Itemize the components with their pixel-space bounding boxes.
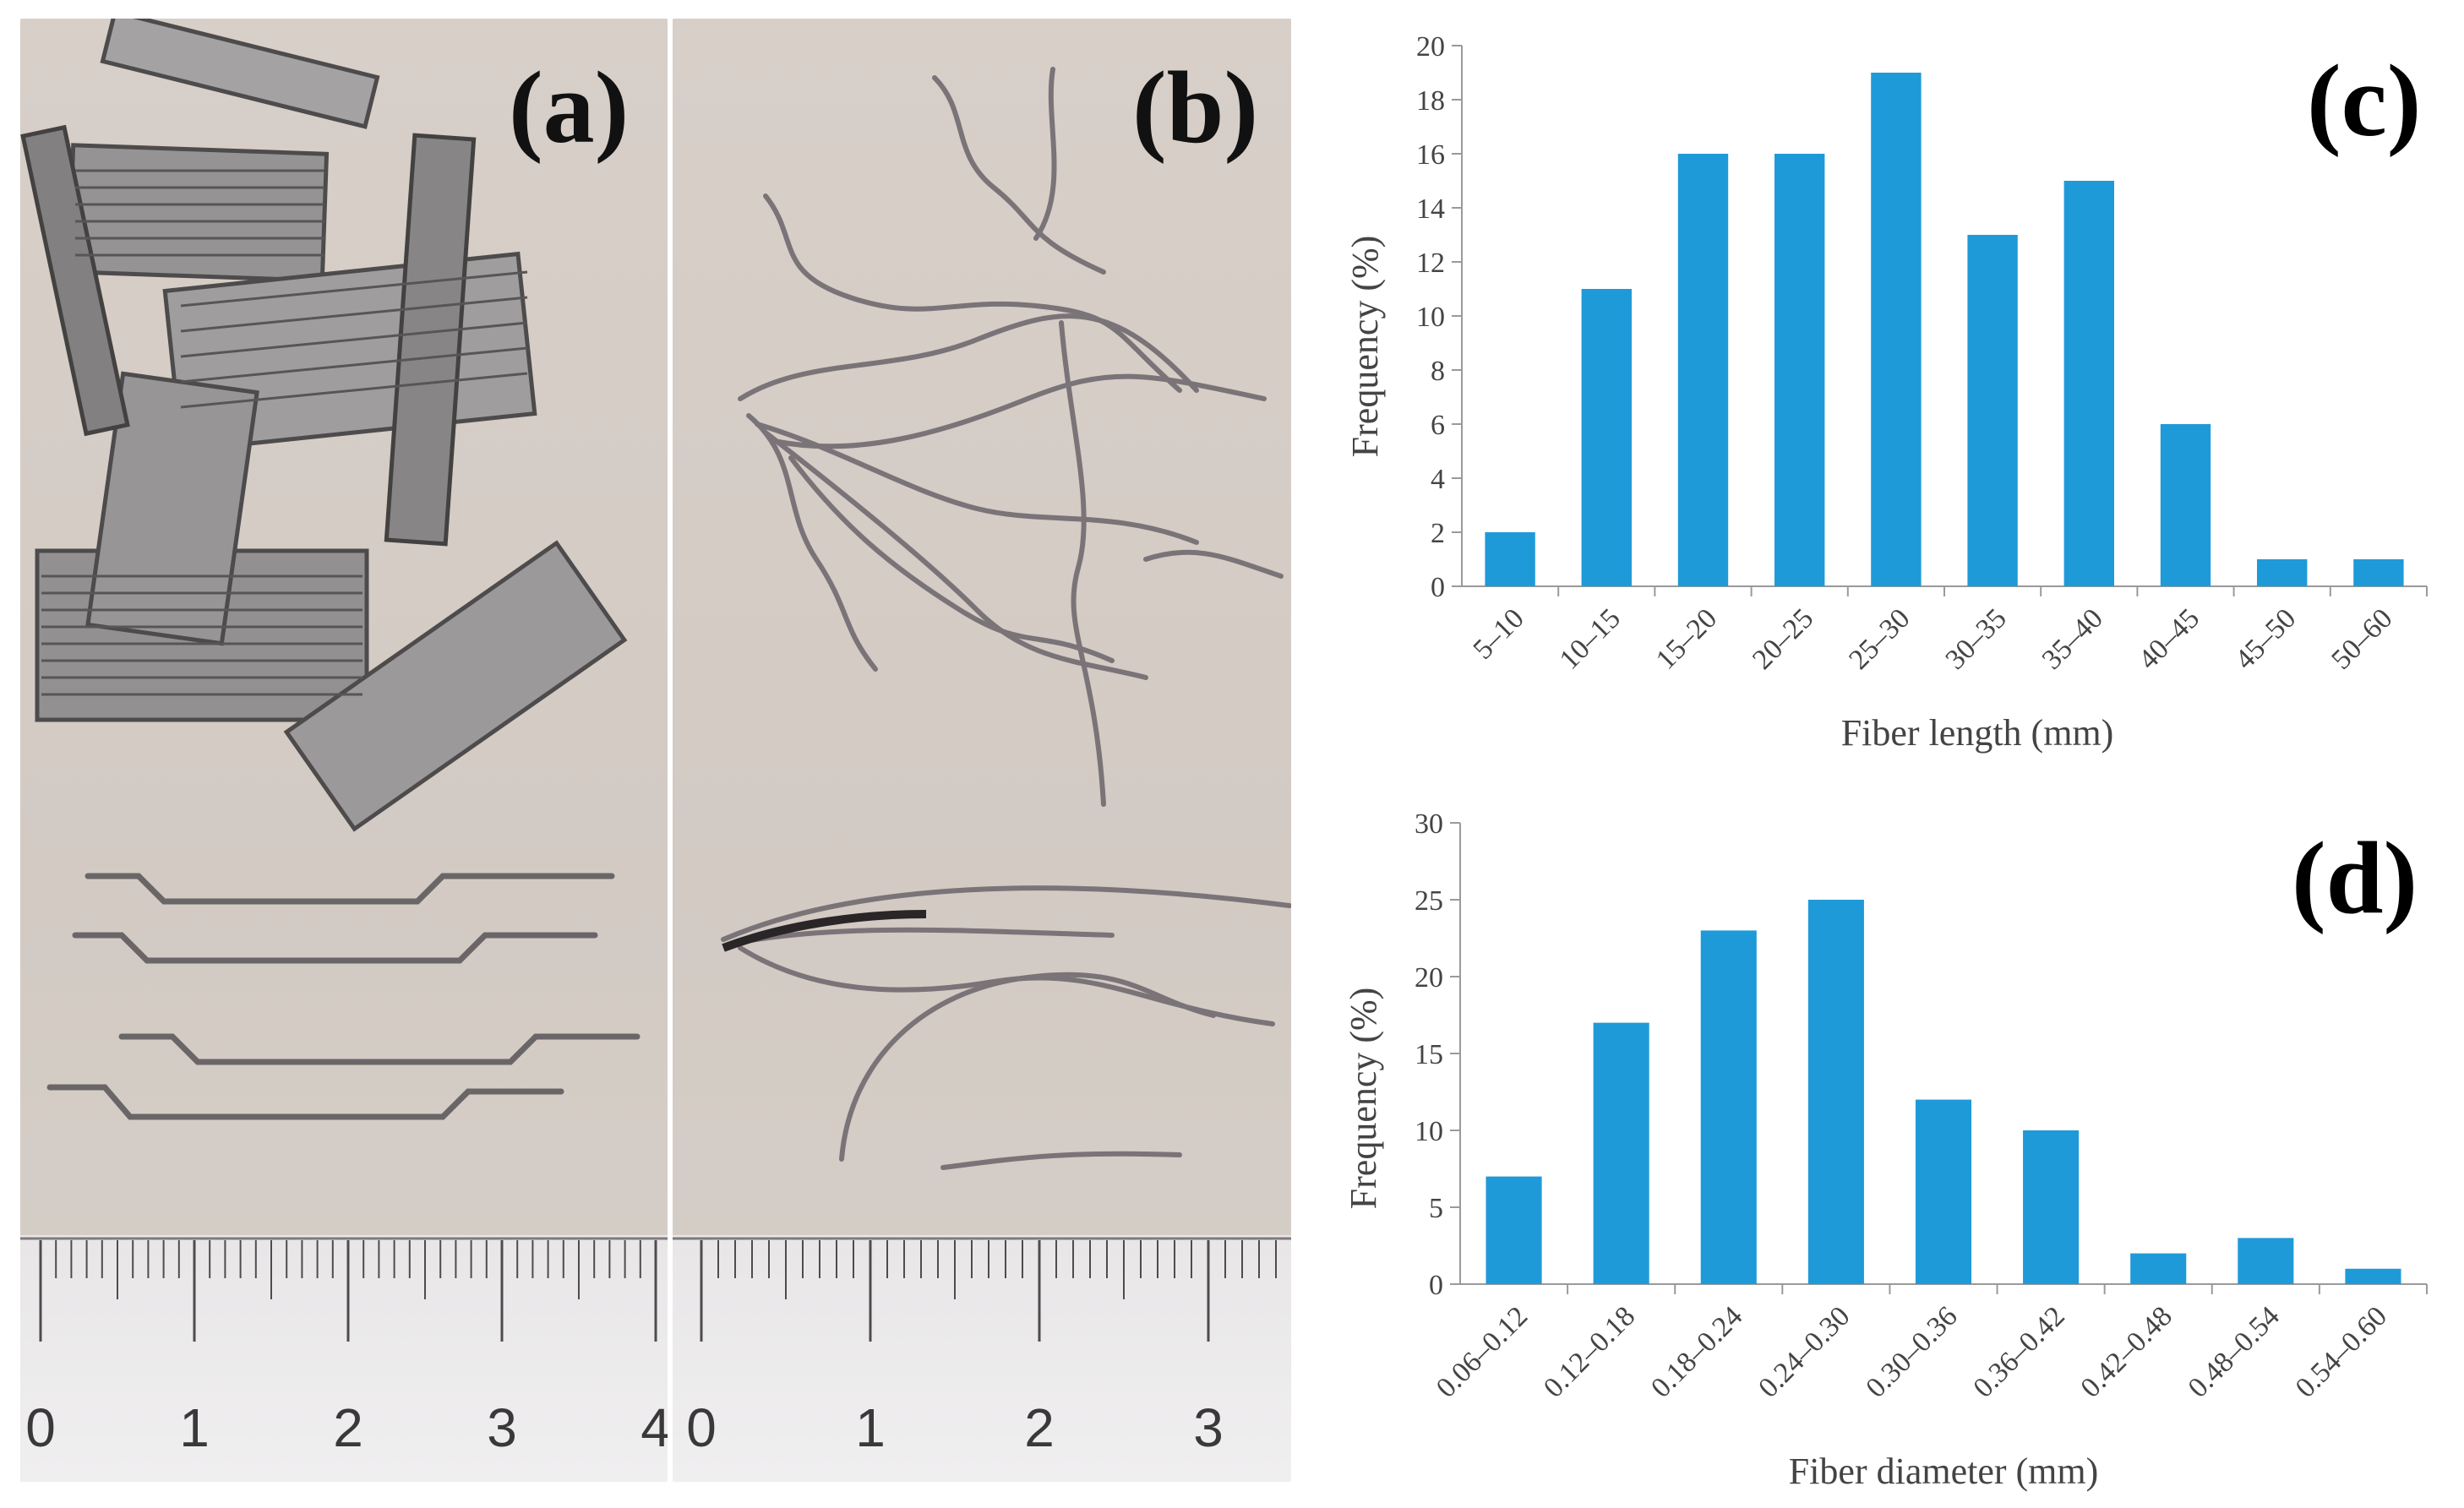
x-tick-label-d: 0.36–0.42	[1967, 1300, 2070, 1403]
loose-hooked-fibers	[46, 873, 641, 1120]
x-tick-label-d: 0.30–0.36	[1860, 1300, 1963, 1403]
x-tick-label-d: 0.24–0.30	[1753, 1300, 1856, 1403]
y-tick-label-d: 30	[1415, 808, 1443, 840]
y-tick-label-c: 16	[1416, 139, 1445, 171]
ruler-a-number: 4	[641, 1397, 668, 1458]
ruler-a-number: 1	[179, 1397, 210, 1458]
x-tick-label-d: 0.18–0.24	[1645, 1300, 1748, 1403]
chart-fiber-diameter-svg: 0 5 10 15 20 25 30 0.06–0.12 0.12–0.18 0.18–0.24…	[1343, 808, 2428, 1492]
y-tick-label-d: 0	[1429, 1270, 1443, 1301]
x-tick-label-c: 10–15	[1554, 602, 1627, 675]
y-tick-label-c: 4	[1431, 464, 1445, 495]
dark-fiber	[722, 910, 927, 952]
panel-label-d: (d)	[2292, 821, 2418, 935]
x-tick-label-c: 45–50	[2229, 602, 2302, 675]
panel-label-c: (c)	[2307, 44, 2421, 158]
bar-d	[1915, 1099, 1972, 1284]
y-tick-label-c: 2	[1431, 518, 1445, 549]
ruler-scale-a: 0 1 2 3 4	[20, 1237, 668, 1458]
chart-fiber-length: 0 2 4 6 8 10 12 14 16 18 20 5–10 10–15 15–20 20–25 25–…	[1301, 8, 2464, 769]
ruler-a: 0 1 2 3 4	[20, 1235, 668, 1482]
photo-panel-a: (a) 0 1 2 3 4	[20, 19, 668, 1482]
ruler-a-number: 0	[25, 1397, 56, 1458]
bar-c	[2257, 559, 2308, 586]
x-tick-label-d: 0.42–0.48	[2075, 1300, 2178, 1403]
ruler-b: 0 1 2 3	[673, 1235, 1291, 1482]
y-tick-label-c: 8	[1431, 356, 1445, 387]
bar-c	[1871, 73, 1922, 586]
steel-fiber-photo-b	[721, 67, 1291, 1170]
x-axis-title-d: Fiber diameter (mm)	[1789, 1451, 2099, 1492]
chart-fiber-length-svg: 0 2 4 6 8 10 12 14 16 18 20 5–10 10–15 15–20 20–25 25–…	[1344, 31, 2428, 754]
waved-fibers	[721, 67, 1291, 1170]
y-tick-label-c: 12	[1416, 248, 1445, 279]
bar-c	[1774, 154, 1825, 586]
bar-d	[1700, 930, 1757, 1284]
y-axis-title-c: Frequency (%)	[1344, 236, 1386, 458]
ruler-b-number: 3	[1193, 1397, 1224, 1458]
bar-c	[1967, 235, 2018, 586]
bar-d	[2238, 1238, 2294, 1284]
bar-d	[2130, 1253, 2187, 1284]
y-axis-title-d: Frequency (%)	[1343, 988, 1384, 1210]
x-tick-label-c: 20–25	[1747, 602, 1819, 675]
y-tick-label-c: 10	[1416, 302, 1445, 333]
y-tick-label-d: 15	[1415, 1039, 1443, 1070]
y-tick-label-c: 18	[1416, 85, 1445, 117]
ruler-b-number: 0	[686, 1397, 717, 1458]
bar-c	[1677, 154, 1729, 586]
ruler-a-number: 3	[487, 1397, 517, 1458]
y-tick-label-d: 10	[1415, 1116, 1443, 1147]
steel-fiber-photo-a	[20, 19, 641, 1120]
bar-d	[2345, 1268, 2401, 1284]
chart-fiber-diameter: 0 5 10 15 20 25 30 0.06–0.12 0.12–0.18 0.18–0.24…	[1301, 786, 2464, 1504]
ruler-a-number: 2	[333, 1397, 363, 1458]
x-tick-label-d: 0.54–0.60	[2290, 1300, 2393, 1403]
x-tick-label-d: 0.06–0.12	[1431, 1300, 1534, 1403]
y-tick-label-c: 6	[1431, 410, 1445, 441]
y-tick-label-d: 5	[1429, 1193, 1443, 1224]
x-tick-label-c: 40–45	[2133, 602, 2205, 675]
y-tick-label-d: 20	[1415, 962, 1443, 994]
photo-panel-b: (b) 0 1 2 3	[673, 19, 1291, 1482]
x-axis-title-c: Fiber length (mm)	[1841, 712, 2114, 754]
bar-d	[1807, 900, 1864, 1284]
bar-d	[2023, 1130, 2080, 1284]
bar-c	[2063, 181, 2114, 586]
x-tick-label-c: 25–30	[1843, 602, 1916, 675]
ruler-scale-b: 0 1 2 3	[673, 1237, 1291, 1458]
bar-d	[1593, 1022, 1649, 1284]
x-tick-label-c: 35–40	[2036, 602, 2109, 675]
bar-d	[1485, 1176, 1542, 1284]
x-tick-label-c: 30–35	[1939, 602, 2012, 675]
y-tick-label-d: 25	[1415, 885, 1443, 917]
bar-c	[1581, 289, 1632, 586]
bar-c	[2160, 424, 2211, 586]
y-tick-label-c: 0	[1431, 572, 1445, 603]
fiber-stripes	[41, 169, 528, 696]
x-tick-label-d: 0.12–0.18	[1538, 1300, 1641, 1403]
x-tick-label-d: 0.48–0.54	[2183, 1300, 2286, 1403]
x-tick-label-c: 50–60	[2325, 602, 2398, 675]
x-tick-label-c: 5–10	[1468, 602, 1530, 665]
bar-c	[2353, 559, 2404, 586]
x-tick-label-c: 15–20	[1650, 602, 1723, 675]
ruler-b-number: 2	[1024, 1397, 1055, 1458]
y-tick-label-c: 20	[1416, 31, 1445, 63]
y-tick-label-c: 14	[1416, 193, 1445, 225]
panel-label-a: (a)	[509, 51, 630, 165]
bar-c	[1485, 532, 1535, 586]
panel-label-b: (b)	[1132, 51, 1259, 165]
ruler-b-number: 1	[855, 1397, 886, 1458]
